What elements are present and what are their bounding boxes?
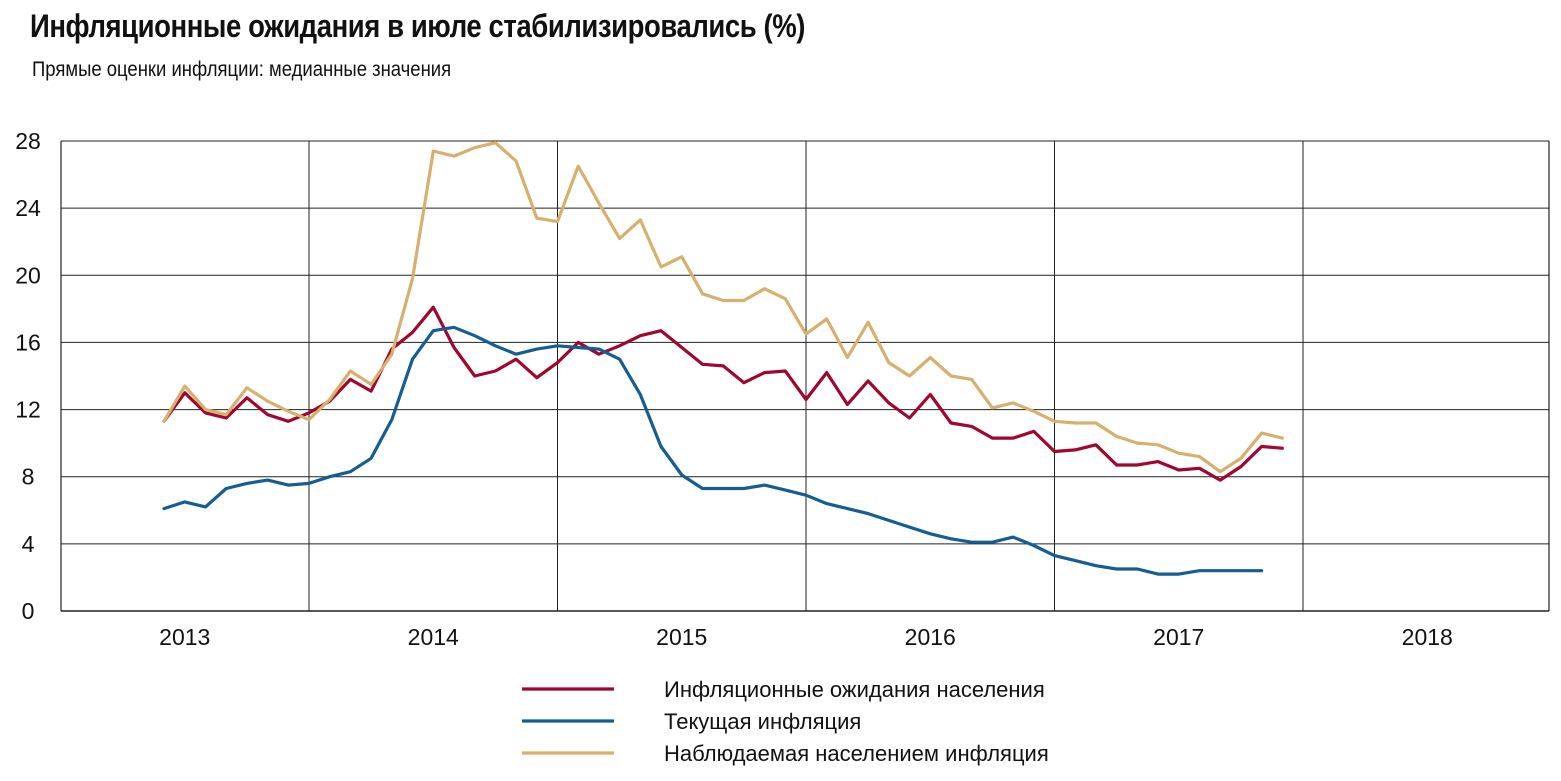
x-tick-label: 2014 (408, 624, 459, 650)
x-tick-label: 2015 (656, 624, 707, 650)
series-lines (162, 141, 1284, 576)
legend-label-1: Текущая инфляция (664, 709, 861, 734)
legend-label-0: Инфляционные ожидания населения (664, 677, 1045, 702)
y-tick-label: 16 (15, 329, 41, 355)
y-tick-label: 4 (22, 531, 35, 557)
y-tick-label: 12 (15, 397, 41, 423)
chart-subtitle: Прямые оценки инфляции: медианные значен… (32, 58, 452, 81)
chart-title: Инфляционные ожидания в июле стабилизиро… (30, 8, 805, 44)
x-tick-label: 2016 (905, 624, 956, 650)
x-tick-label: 2017 (1153, 624, 1204, 650)
legend: Инфляционные ожидания населения Текущая и… (522, 677, 1049, 766)
y-axis-ticks: 0 4 8 12 16 20 24 28 (15, 128, 41, 624)
x-axis-ticks: 2013 2014 2015 2016 2017 2018 (159, 624, 1453, 650)
series-line-2 (162, 141, 1284, 474)
grid (60, 140, 1550, 612)
series-line-1 (162, 325, 1264, 576)
y-tick-label: 24 (15, 195, 41, 221)
legend-label-2: Наблюдаемая населением инфляция (664, 741, 1049, 766)
y-tick-label: 20 (15, 262, 41, 288)
x-tick-label: 2013 (159, 624, 210, 650)
series-line-0 (162, 305, 1284, 482)
y-tick-label: 8 (22, 464, 35, 490)
x-tick-label: 2018 (1402, 624, 1453, 650)
y-tick-label: 28 (15, 128, 41, 154)
y-tick-label: 0 (22, 598, 35, 624)
